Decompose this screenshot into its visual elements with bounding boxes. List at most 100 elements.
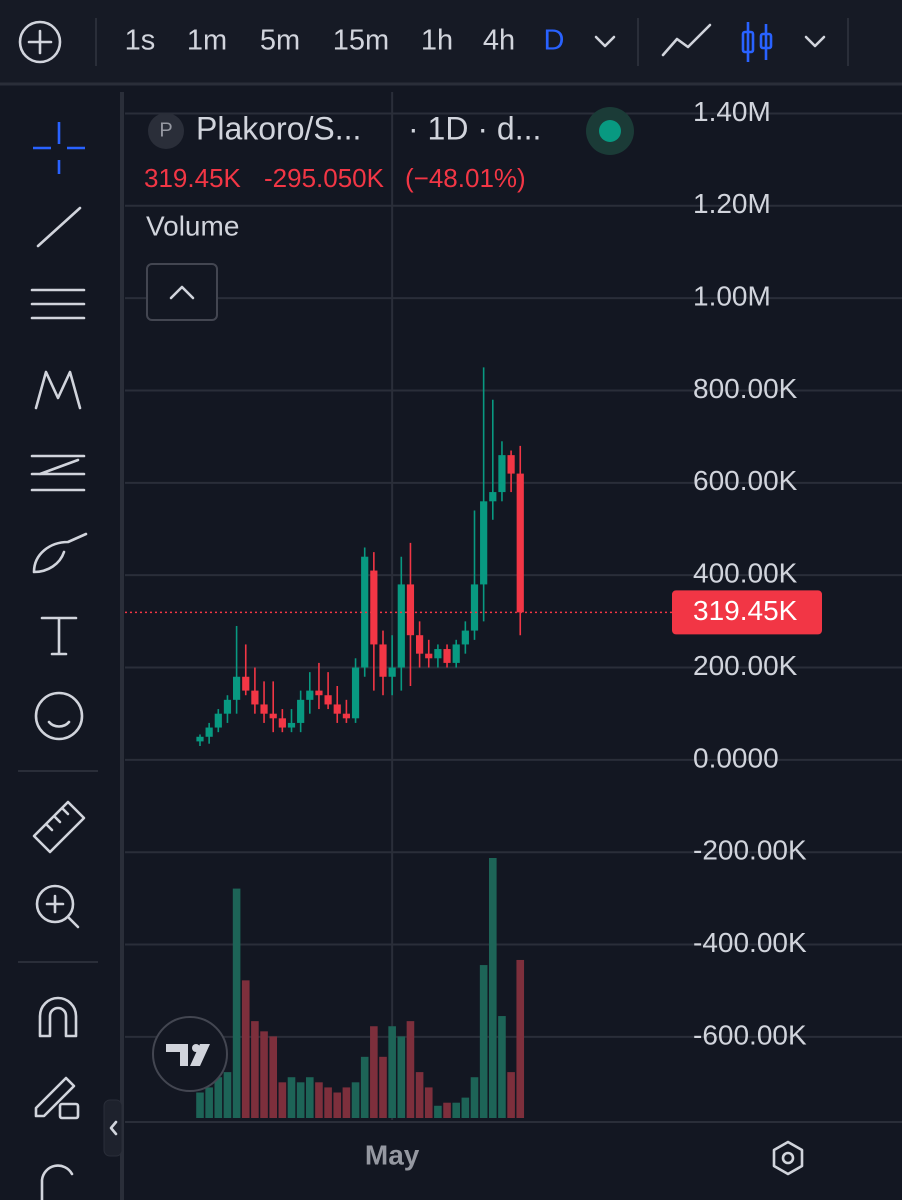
zoom-icon (45, 894, 80, 929)
candle-body (269, 713, 277, 719)
y-tick-label: 1.00M (693, 281, 771, 312)
text-tool[interactable] (40, 616, 78, 656)
candle-body (406, 584, 415, 636)
ruler-tool[interactable] (32, 800, 86, 854)
line-chart-button[interactable] (661, 23, 712, 57)
candle-body (507, 455, 515, 474)
volume-bar (306, 1077, 314, 1118)
symbol-logo-letter: P (159, 119, 172, 141)
candle-body (287, 722, 296, 728)
y-tick-label: 600.00K (693, 465, 798, 496)
logo-circle (152, 1016, 228, 1092)
collapse-toolbar[interactable] (103, 1099, 123, 1157)
y-tick-label: -400.00K (693, 927, 807, 958)
candle-body (516, 473, 524, 613)
unlock-tool[interactable] (40, 1164, 74, 1200)
crosshair-tool[interactable] (33, 122, 85, 174)
volume-bar (388, 1026, 396, 1118)
lock-drawing-tool[interactable] (34, 1076, 76, 1118)
fib-tool[interactable] (30, 454, 86, 492)
last-price-tag-label: 319.45K (693, 595, 798, 626)
candle-body (242, 676, 250, 691)
volume-bar (479, 965, 488, 1118)
volume-bar (397, 1036, 406, 1118)
candle-body (370, 570, 378, 645)
settings-button[interactable] (772, 1140, 804, 1176)
emoji-tool[interactable] (34, 691, 84, 741)
candle-body (260, 704, 268, 714)
chart-type-dropdown[interactable] (804, 35, 826, 48)
magnet-tool[interactable] (38, 996, 78, 1038)
horizontal-lines-tool[interactable] (30, 288, 86, 320)
symbol-name[interactable]: Plakoro/S... (196, 110, 361, 146)
candle-body (461, 630, 469, 645)
volume-bar (324, 1087, 332, 1118)
y-tick-label: -600.00K (693, 1019, 807, 1050)
candle-body (342, 713, 350, 719)
interval-button[interactable]: 1s (125, 25, 156, 57)
y-tick-label: 0.0000 (693, 742, 779, 773)
volume-bar (260, 1031, 268, 1118)
volume-bar (333, 1092, 342, 1118)
volume-bar (452, 1102, 460, 1118)
volume-bar (470, 1077, 479, 1118)
interval-button[interactable]: 1m (187, 25, 227, 57)
candle-body (306, 690, 314, 700)
x-tick-label: May (365, 1139, 420, 1170)
candle-chart-button[interactable] (741, 22, 773, 62)
logo-dot (192, 1044, 200, 1052)
candle-body (351, 667, 360, 719)
volume-bar (507, 1072, 515, 1118)
volume-bar (379, 1056, 387, 1118)
tradingview-logo[interactable] (152, 1016, 228, 1092)
volume-bar (315, 1082, 323, 1118)
interval-button[interactable]: D (544, 25, 565, 57)
interval-button[interactable]: 4h (483, 25, 515, 57)
candle-body (379, 644, 387, 677)
candle-body (333, 704, 341, 714)
volume-bar (360, 1056, 369, 1118)
candle-body (434, 649, 442, 659)
volume-bar (296, 1082, 305, 1118)
zoom-tool[interactable] (35, 884, 75, 924)
y-tick-label: 400.00K (693, 558, 798, 589)
volume-bar (251, 1021, 259, 1118)
brush-tool[interactable] (32, 532, 88, 574)
candle-body (397, 584, 405, 668)
add-icon-plus (27, 29, 53, 55)
legend: P Plakoro/S... · 1D · d... 319.45K -295.… (144, 107, 634, 321)
interval-button[interactable]: 1h (421, 25, 453, 57)
pattern-tool[interactable] (34, 370, 82, 410)
trend-line-tool[interactable] (36, 206, 82, 248)
candle-body (315, 690, 323, 696)
volume-bar (443, 1102, 451, 1118)
collapse-legend[interactable] (146, 263, 218, 321)
volume-bar (461, 1097, 470, 1118)
add-icon (18, 20, 62, 64)
candle-body (452, 644, 460, 663)
volume-bar (351, 1082, 360, 1118)
add-button[interactable] (18, 20, 62, 64)
interval-source: · 1D · d... (408, 110, 541, 146)
candle-icon-wicks (746, 22, 768, 62)
y-tick-label: 1.40M (693, 96, 771, 127)
volume-bar (205, 1087, 213, 1118)
candle-body (223, 699, 232, 714)
volume-bar (232, 888, 241, 1118)
candle-icon-body (759, 32, 773, 50)
interval-button[interactable]: 5m (260, 25, 300, 57)
candle-body (480, 501, 488, 585)
volume-bar (415, 1072, 424, 1118)
volume-bar (196, 1092, 204, 1118)
price-change-percent: (−48.01%) (405, 163, 526, 193)
interval-dropdown[interactable] (594, 35, 616, 48)
interval-button[interactable]: 15m (333, 25, 389, 57)
volume-bar (278, 1082, 287, 1118)
interval-group: 1s 1m 5m 15m 1h 4h D (125, 25, 565, 57)
candle-body (196, 736, 204, 742)
volume-bar (370, 1026, 378, 1118)
market-status (599, 120, 621, 142)
candle-body (470, 584, 479, 631)
